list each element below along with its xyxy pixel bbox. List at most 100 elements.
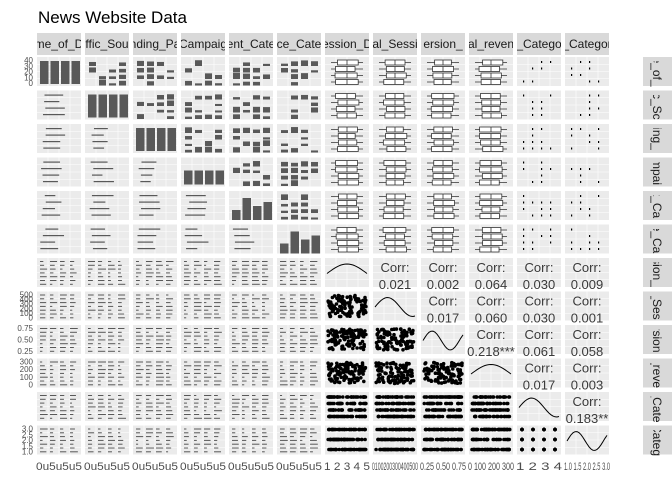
bar	[311, 161, 318, 167]
bar	[233, 83, 240, 86]
scatter-point	[445, 369, 449, 374]
histogram-bar	[156, 309, 160, 311]
scatter-point	[390, 337, 394, 342]
histogram-bar	[88, 283, 91, 285]
histogram-bar	[252, 451, 256, 453]
bar	[195, 129, 202, 133]
histogram-bar	[310, 372, 317, 374]
histogram-bar	[232, 432, 236, 434]
histogram-bar	[310, 294, 314, 296]
histogram-bar	[166, 298, 174, 300]
histogram-bar	[136, 261, 139, 262]
histogram-bar	[50, 439, 56, 441]
histogram-bar	[290, 276, 298, 278]
histogram-bar	[280, 436, 287, 438]
histogram-bar	[146, 280, 149, 281]
y-tick-label: 200	[20, 304, 34, 313]
histogram-bar	[88, 451, 94, 453]
histogram-bar	[166, 317, 171, 319]
histogram-bar	[214, 443, 217, 445]
histogram-bar	[184, 395, 191, 396]
histogram-bar	[300, 268, 308, 270]
bar	[291, 127, 298, 133]
scatter-point	[505, 414, 509, 419]
bar	[99, 76, 106, 79]
scatter-point	[448, 372, 453, 376]
panel	[517, 392, 561, 421]
column-strip-label: _Categor	[561, 37, 611, 51]
y-tick-label: 2.5	[22, 430, 34, 439]
scatter-point	[446, 437, 451, 442]
histogram-bar	[262, 298, 269, 300]
histogram-bar	[166, 384, 172, 386]
correlation-value: 0.002	[427, 277, 460, 292]
histogram-bar	[310, 276, 315, 278]
point	[532, 147, 534, 150]
histogram-bar	[310, 402, 315, 404]
scatter-point	[389, 408, 393, 412]
panel	[133, 325, 177, 354]
histogram-bar	[194, 439, 197, 441]
bar	[311, 70, 318, 73]
bar	[43, 114, 65, 116]
scatter-point	[395, 366, 400, 371]
bar	[311, 168, 318, 173]
boxplot-box	[430, 106, 453, 112]
histogram-bar	[166, 309, 173, 311]
panel: Corr:0.183**	[565, 392, 609, 426]
point	[589, 168, 591, 170]
point	[541, 168, 543, 170]
histogram-bar	[204, 294, 211, 296]
scatter-point	[335, 296, 339, 301]
scatter-point	[406, 369, 411, 374]
scatter-point	[474, 427, 479, 432]
histogram-bar	[146, 417, 152, 419]
histogram-bar	[146, 361, 152, 363]
panel: Corr:0.003	[565, 358, 609, 393]
histogram-bar	[108, 414, 115, 415]
boxplot-box	[385, 193, 406, 200]
column-strip	[277, 33, 321, 55]
histogram-bar	[290, 428, 296, 430]
point	[589, 248, 591, 250]
histogram-bar	[146, 372, 152, 374]
histogram-bar	[88, 365, 91, 367]
panel	[229, 57, 273, 86]
histogram-bar	[108, 283, 114, 285]
histogram-bar	[290, 384, 294, 386]
scatter-point	[393, 395, 397, 399]
histogram-bar	[252, 376, 257, 378]
x-tick-label: 1.0 1.5 2.0 2.5 3.0	[564, 461, 610, 473]
histogram-bar	[300, 376, 305, 378]
point	[589, 235, 591, 237]
bar	[89, 208, 110, 210]
point	[532, 228, 534, 231]
scatter-point	[520, 447, 524, 452]
histogram-bar	[214, 398, 222, 400]
scatter-point	[442, 447, 447, 452]
panel	[469, 425, 513, 455]
histogram-bar	[156, 451, 162, 453]
scatter-point	[362, 379, 366, 384]
scatter-point	[452, 437, 457, 442]
scatter-point	[383, 371, 387, 375]
column-strip-label: ffic_Sou	[85, 37, 128, 51]
histogram-bar	[290, 313, 296, 315]
point	[571, 134, 573, 137]
bar	[167, 110, 174, 113]
histogram-bar	[204, 439, 211, 441]
histogram-bar	[214, 309, 218, 311]
histogram-bar	[204, 432, 208, 434]
scatter-point	[436, 414, 441, 419]
scatter-point	[474, 395, 478, 399]
histogram-bar	[118, 414, 123, 415]
scatter-point	[336, 414, 341, 419]
density-line	[422, 330, 464, 351]
panel	[229, 392, 273, 421]
panel	[469, 392, 513, 421]
histogram-bar	[290, 410, 296, 412]
histogram-bar	[70, 439, 75, 441]
panel	[133, 425, 177, 455]
histogram-bar	[146, 428, 153, 430]
point	[523, 94, 525, 97]
